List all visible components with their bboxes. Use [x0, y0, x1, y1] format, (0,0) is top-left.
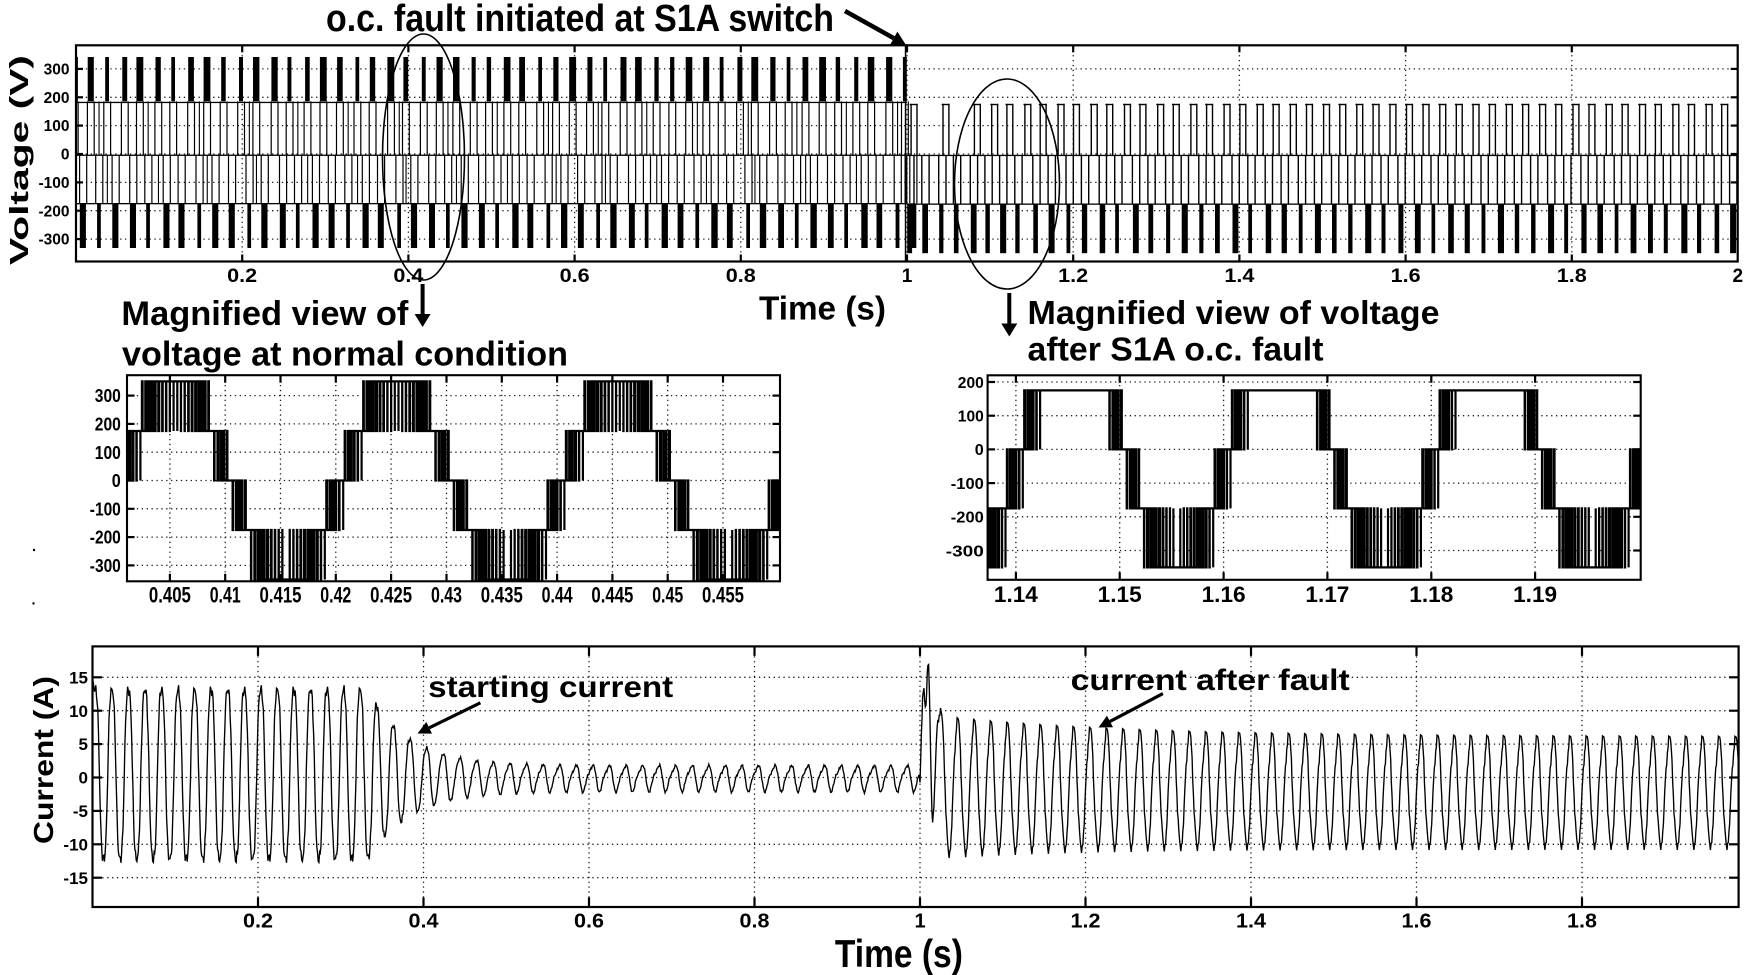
svg-text:1.8: 1.8: [1557, 266, 1587, 287]
svg-text:after S1A o.c. fault: after S1A o.c. fault: [1028, 331, 1324, 368]
svg-text:Current (A): Current (A): [28, 676, 59, 844]
svg-text:15: 15: [69, 668, 88, 687]
svg-text:1.6: 1.6: [1402, 911, 1432, 933]
svg-text:1.4: 1.4: [1224, 266, 1254, 287]
svg-text:1.8: 1.8: [1567, 911, 1597, 933]
svg-text:0.41: 0.41: [210, 583, 241, 608]
svg-text:100: 100: [95, 442, 121, 463]
svg-text:starting current: starting current: [428, 671, 673, 704]
svg-text:1.18: 1.18: [1409, 582, 1453, 607]
svg-text:1.17: 1.17: [1305, 582, 1349, 607]
svg-text:1: 1: [902, 266, 913, 287]
svg-text:200: 200: [958, 375, 984, 392]
svg-text:0: 0: [112, 470, 121, 491]
svg-text:2: 2: [1733, 266, 1744, 287]
svg-text:-300: -300: [90, 555, 121, 576]
svg-text:o.c. fault initiated at S1A sw: o.c. fault initiated at S1A switch: [326, 0, 834, 40]
svg-text:100: 100: [44, 118, 70, 135]
svg-text:voltage at normal condition: voltage at normal condition: [122, 335, 568, 373]
svg-text:-300: -300: [38, 232, 69, 249]
svg-text:-200: -200: [38, 203, 69, 220]
svg-text:0.2: 0.2: [243, 911, 273, 933]
svg-text:Time (s): Time (s): [835, 933, 963, 975]
svg-text:300: 300: [95, 385, 121, 406]
svg-text:1.6: 1.6: [1391, 266, 1421, 287]
svg-text:0.455: 0.455: [702, 583, 744, 608]
svg-text:Magnified view of: Magnified view of: [121, 295, 409, 333]
svg-text:1.14: 1.14: [994, 582, 1039, 607]
svg-text:200: 200: [44, 90, 70, 107]
svg-text:1.15: 1.15: [1098, 582, 1142, 607]
svg-text:Voltage (V): Voltage (V): [4, 55, 34, 265]
svg-text:0.415: 0.415: [260, 583, 302, 608]
svg-text:-200: -200: [90, 527, 121, 548]
svg-text:0.435: 0.435: [481, 583, 523, 608]
svg-text:0.8: 0.8: [740, 911, 770, 933]
svg-text:0.445: 0.445: [591, 583, 633, 608]
svg-text:0.4: 0.4: [393, 266, 423, 287]
svg-text:0.6: 0.6: [574, 911, 604, 933]
svg-text:-100: -100: [90, 498, 121, 519]
svg-text:0: 0: [79, 769, 88, 788]
svg-text:0: 0: [61, 147, 70, 164]
svg-text:-300: -300: [946, 543, 984, 560]
svg-text:0: 0: [975, 442, 984, 459]
svg-text:Time (s): Time (s): [759, 289, 886, 326]
svg-text:0.2: 0.2: [227, 266, 257, 287]
svg-text:Magnified view of voltage: Magnified view of voltage: [1028, 294, 1440, 331]
svg-text:-15: -15: [63, 869, 88, 888]
svg-text:1.2: 1.2: [1058, 266, 1088, 287]
svg-text:0.42: 0.42: [320, 583, 351, 608]
svg-text:1.19: 1.19: [1513, 582, 1557, 607]
svg-text:5: 5: [79, 735, 88, 754]
svg-text:0.425: 0.425: [370, 583, 412, 608]
svg-text:0.8: 0.8: [726, 266, 756, 287]
svg-text:-100: -100: [951, 476, 984, 493]
svg-text:0.4: 0.4: [409, 911, 440, 933]
svg-text:0.405: 0.405: [149, 583, 191, 608]
svg-text:100: 100: [958, 409, 984, 426]
svg-text:current after fault: current after fault: [1071, 664, 1350, 697]
svg-text:1.4: 1.4: [1236, 911, 1267, 933]
svg-text:300: 300: [44, 62, 70, 79]
svg-text:-200: -200: [951, 510, 984, 527]
svg-text:0.43: 0.43: [431, 583, 462, 608]
svg-text:-100: -100: [38, 175, 69, 192]
svg-text:0.45: 0.45: [652, 583, 683, 608]
svg-text:0.6: 0.6: [560, 266, 590, 287]
svg-text:10: 10: [69, 702, 88, 721]
svg-text:200: 200: [95, 414, 121, 435]
svg-text:-10: -10: [63, 835, 88, 854]
svg-text:0.44: 0.44: [542, 583, 574, 608]
svg-text:1: 1: [914, 911, 925, 933]
svg-text:1.16: 1.16: [1202, 582, 1246, 607]
svg-text:-5: -5: [73, 802, 88, 821]
svg-text:1.2: 1.2: [1071, 911, 1101, 933]
